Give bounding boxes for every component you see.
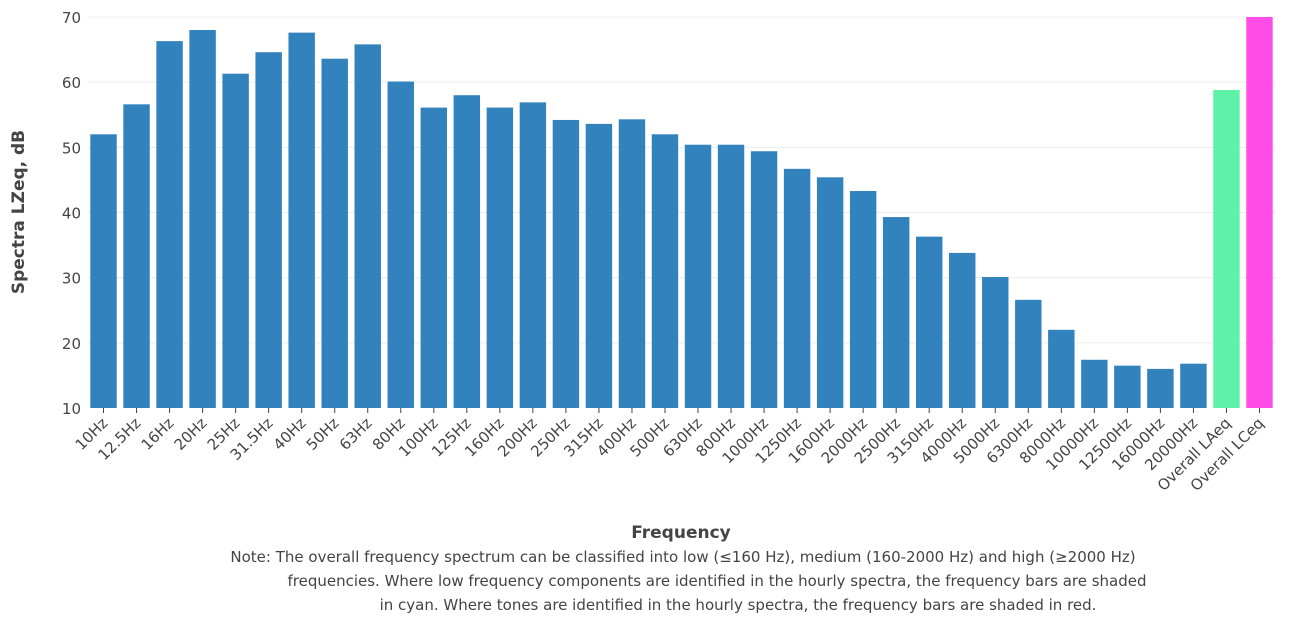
y-axis-ticks: 10 20 30 40 50 60 70	[62, 9, 81, 418]
bar-40hz[interactable]	[288, 32, 315, 408]
bar-1250hz[interactable]	[783, 168, 811, 408]
bar-3150hz[interactable]	[915, 236, 943, 408]
y-axis-title: Spectra LZeq, dB	[9, 130, 29, 294]
y-tick-label: 60	[62, 74, 81, 92]
bar-8000hz[interactable]	[1048, 329, 1075, 408]
x-tick-label: 63Hz	[336, 414, 376, 454]
y-tick-label: 50	[62, 139, 81, 157]
y-tick-label: 20	[62, 335, 81, 353]
bar-100hz[interactable]	[420, 107, 448, 408]
x-tick-label: 50Hz	[303, 414, 343, 454]
bar-800hz[interactable]	[717, 144, 745, 408]
bar-1600hz[interactable]	[816, 177, 844, 408]
bar-20000hz[interactable]	[1180, 363, 1207, 408]
y-tick-label: 30	[62, 270, 81, 288]
x-tick-label: 16Hz	[138, 414, 178, 454]
bar-2000hz[interactable]	[849, 190, 877, 408]
bar-63hz[interactable]	[354, 44, 381, 409]
bar-250hz[interactable]	[552, 119, 580, 409]
note-line-1: Note: The overall frequency spectrum can…	[230, 548, 1135, 566]
bar-5000hz[interactable]	[982, 277, 1009, 408]
bar-160hz[interactable]	[486, 107, 514, 408]
bar-12500hz[interactable]	[1114, 365, 1141, 408]
bar-315hz[interactable]	[585, 123, 613, 408]
note-line-2: frequencies. Where low frequency compone…	[287, 572, 1146, 590]
bar-16000hz[interactable]	[1147, 368, 1174, 408]
bar-6300hz[interactable]	[1015, 299, 1042, 408]
bar-1000hz[interactable]	[750, 151, 778, 408]
bar-200hz[interactable]	[519, 102, 547, 408]
bar-630hz[interactable]	[684, 144, 712, 408]
bar-overall-lceq[interactable]	[1246, 17, 1273, 408]
bar-80hz[interactable]	[387, 81, 414, 408]
bar-overall-laeq[interactable]	[1213, 89, 1240, 408]
y-tick-label: 70	[62, 9, 81, 27]
bar-50hz[interactable]	[321, 58, 348, 408]
bar-12-5hz[interactable]	[123, 104, 150, 408]
y-tick-label: 10	[62, 400, 81, 418]
bar-400hz[interactable]	[618, 119, 646, 408]
bar-31-5hz[interactable]	[255, 52, 282, 408]
bar-25hz[interactable]	[222, 73, 249, 408]
bar-500hz[interactable]	[651, 134, 679, 409]
bar-16hz[interactable]	[156, 41, 183, 409]
bars	[90, 17, 1273, 409]
bar-2500hz[interactable]	[882, 217, 910, 408]
bar-125hz[interactable]	[453, 95, 481, 408]
gridlines	[87, 16, 1276, 344]
y-tick-label: 40	[62, 205, 81, 223]
x-axis-ticks: 10Hz12.5Hz16Hz20Hz25Hz31.5Hz40Hz50Hz63Hz…	[72, 408, 1267, 495]
bar-20hz[interactable]	[189, 30, 216, 409]
x-axis-title: Frequency	[631, 523, 731, 543]
x-tick-label: 20Hz	[171, 414, 211, 454]
bar-10hz[interactable]	[90, 134, 117, 409]
bar-10000hz[interactable]	[1081, 359, 1108, 408]
x-tick-label: 40Hz	[270, 414, 310, 454]
bar-4000hz[interactable]	[949, 252, 976, 408]
note-line-3: in cyan. Where tones are identified in t…	[380, 596, 1097, 614]
